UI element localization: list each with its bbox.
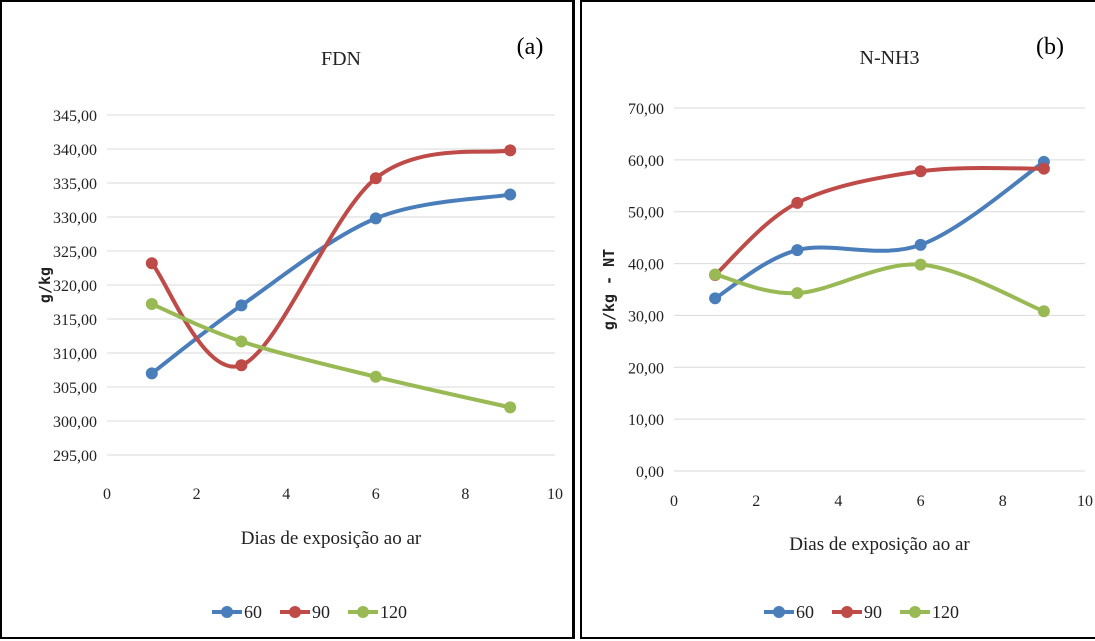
fdn-chart: 295,00 300,00 305,00 310,00 315,00 320,00 325,…	[36, 34, 563, 622]
data-point-120	[235, 335, 248, 348]
legend-swatch-marker	[841, 606, 853, 618]
legend-item-60: 60	[212, 602, 262, 622]
y-tick-label: 70,00	[628, 101, 664, 118]
x-tick-label: 6	[372, 486, 380, 503]
legend-label: 60	[796, 602, 814, 622]
data-point-90	[791, 196, 804, 209]
y-tick-label: 60,00	[628, 153, 664, 170]
legend-item-120: 120	[348, 602, 407, 622]
legend-label: 120	[380, 602, 407, 622]
legend-label: 90	[312, 602, 330, 622]
panel-label: (a)	[517, 34, 544, 60]
data-point-90	[504, 144, 517, 157]
legend-label: 90	[864, 602, 882, 622]
data-point-90	[369, 172, 382, 185]
data-point-60	[914, 238, 927, 251]
data-point-60	[145, 367, 158, 380]
y-tick-label: 330,00	[53, 210, 97, 227]
y-tick-label: 300,00	[53, 414, 97, 431]
y-tick-label: 315,00	[53, 312, 97, 329]
chart-panel-fdn: 295,00 300,00 305,00 310,00 315,00 320,00 325,…	[0, 0, 574, 639]
legend-item-60: 60	[764, 602, 814, 622]
y-tick-label: 335,00	[53, 176, 97, 193]
x-axis-label: Dias de exposição ao ar	[241, 528, 422, 549]
x-tick-label: 2	[193, 486, 201, 503]
series-line-120	[149, 302, 513, 410]
data-point-90	[914, 165, 927, 178]
y-tick-label: 310,00	[53, 346, 97, 363]
x-tick-label: 10	[1077, 493, 1093, 510]
series-line-60	[149, 192, 513, 376]
legend-swatch-marker	[221, 606, 233, 618]
series-line-60	[713, 159, 1046, 301]
x-tick-label: 8	[461, 486, 469, 503]
legend-swatch-marker	[909, 606, 921, 618]
legend-item-120: 120	[900, 602, 959, 622]
y-tick-label: 40,00	[628, 257, 664, 274]
data-point-90	[1037, 162, 1050, 175]
panel-divider	[574, 0, 580, 639]
data-point-60	[504, 188, 517, 201]
data-point-60	[235, 299, 248, 312]
legend-label: 120	[932, 602, 959, 622]
data-point-90	[145, 257, 158, 270]
x-tick-label: 0	[670, 493, 678, 510]
data-point-60	[791, 244, 804, 257]
y-tick-label: 0,00	[636, 464, 664, 481]
x-tick-label: 2	[752, 493, 760, 510]
data-point-60	[709, 292, 722, 305]
panel-label: (b)	[1036, 34, 1064, 60]
data-point-120	[791, 287, 804, 300]
chart-panel-nnh3: 0,00 10,00 20,00 30,00 40,00 50,00 60,00 70,00 0…	[580, 0, 1095, 639]
x-tick-label: 10	[547, 486, 563, 503]
data-point-60	[369, 212, 382, 225]
data-point-120	[504, 401, 517, 414]
legend-swatch-marker	[289, 606, 301, 618]
y-axis-label: g/kg	[36, 267, 54, 303]
data-point-120	[914, 258, 927, 271]
y-tick-label: 325,00	[53, 244, 97, 261]
y-tick-label: 10,00	[628, 412, 664, 429]
nnh3-chart: 0,00 10,00 20,00 30,00 40,00 50,00 60,00 70,00 0…	[600, 34, 1093, 622]
y-tick-label: 50,00	[628, 205, 664, 222]
y-tick-label: 305,00	[53, 380, 97, 397]
x-tick-label: 6	[917, 493, 925, 510]
chart-title: N-NH3	[860, 47, 920, 69]
x-tick-label: 4	[834, 493, 842, 510]
y-tick-label: 320,00	[53, 278, 97, 295]
x-axis-label: Dias de exposição ao ar	[789, 534, 970, 555]
x-tick-label: 4	[282, 486, 290, 503]
series-line-90	[713, 165, 1046, 277]
legend-label: 60	[244, 602, 262, 622]
y-tick-label: 345,00	[53, 108, 97, 125]
data-point-120	[1037, 305, 1050, 318]
y-tick-label: 20,00	[628, 360, 664, 377]
x-tick-label: 8	[999, 493, 1007, 510]
data-point-90	[235, 359, 248, 372]
y-axis-label: g/kg - NT	[600, 249, 618, 330]
legend-item-90: 90	[280, 602, 330, 622]
legend-item-90: 90	[832, 602, 882, 622]
series-line-90	[149, 148, 513, 369]
x-tick-label: 0	[103, 486, 111, 503]
series-line-120	[713, 262, 1046, 314]
data-point-120	[145, 298, 158, 311]
legend-swatch-marker	[357, 606, 369, 618]
y-tick-label: 340,00	[53, 142, 97, 159]
y-tick-label: 30,00	[628, 308, 664, 325]
legend-swatch-marker	[773, 606, 785, 618]
y-tick-label: 295,00	[53, 448, 97, 465]
data-point-120	[709, 268, 722, 281]
chart-title: FDN	[321, 48, 361, 70]
data-point-120	[369, 370, 382, 383]
